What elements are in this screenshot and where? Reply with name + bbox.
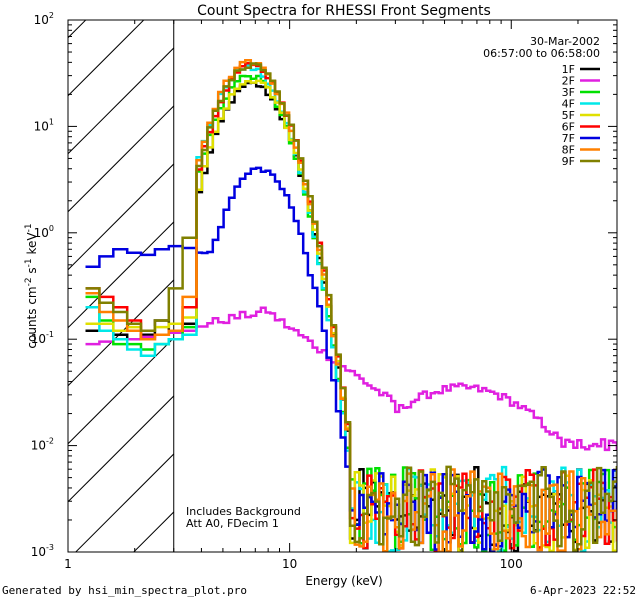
y-tick-label: 102 bbox=[34, 11, 54, 27]
legend-label-8F: 8F bbox=[562, 144, 575, 157]
hatch-line bbox=[68, 221, 174, 329]
hatch-line bbox=[133, 511, 174, 552]
x-axis-label: Energy (keV) bbox=[305, 574, 382, 588]
legend-label-2F: 2F bbox=[562, 75, 575, 88]
date-label: 30-Mar-2002 bbox=[530, 35, 600, 48]
hatch-line bbox=[68, 163, 174, 271]
y-axis-label: counts cm-2 s-1 keV-1 bbox=[24, 223, 39, 348]
y-label-part-1: counts cm bbox=[25, 286, 39, 348]
series-2F bbox=[85, 306, 617, 452]
series-9F bbox=[85, 62, 617, 552]
legend-label-3F: 3F bbox=[562, 86, 575, 99]
y-tick-label: 10-3 bbox=[31, 543, 54, 559]
x-tick-label: 1 bbox=[64, 557, 72, 571]
series-3F bbox=[85, 74, 617, 552]
hatched-region bbox=[68, 20, 175, 552]
y-label-exp-2: -1 bbox=[24, 258, 34, 267]
x-tick-label: 100 bbox=[500, 557, 523, 571]
legend-label-7F: 7F bbox=[562, 132, 575, 145]
legend-label-5F: 5F bbox=[562, 109, 575, 122]
hatch-line bbox=[68, 47, 174, 155]
y-label-exp-1: -2 bbox=[24, 277, 34, 286]
legend-label-4F: 4F bbox=[562, 98, 575, 111]
y-label-part-2: s bbox=[25, 267, 39, 277]
series-5F bbox=[85, 79, 617, 552]
hatch-line bbox=[68, 20, 87, 39]
x-tick-label: 10 bbox=[282, 557, 297, 571]
hatch-line bbox=[68, 20, 145, 97]
chart-title: Count Spectra for RHESSI Front Segments bbox=[197, 3, 491, 19]
annotation-attenuator: Att A0, FDecim 1 bbox=[186, 517, 279, 530]
y-label-part-3: keV bbox=[25, 232, 39, 259]
hatch-line bbox=[68, 395, 174, 503]
hatch-line bbox=[68, 337, 174, 445]
plot-frame bbox=[67, 19, 618, 553]
y-label-exp-3: -1 bbox=[24, 223, 34, 232]
y-tick-label: 101 bbox=[34, 117, 54, 133]
legend-label-1F: 1F bbox=[562, 63, 575, 76]
series-8F bbox=[85, 58, 617, 552]
footer-generated-by: Generated by hsi_min_spectra_plot.pro bbox=[2, 584, 248, 597]
hatch-line bbox=[68, 279, 174, 387]
y-tick-label: 100 bbox=[34, 224, 54, 240]
series-1F bbox=[85, 81, 617, 552]
time-range-label: 06:57:00 to 06:58:00 bbox=[483, 47, 600, 60]
legend-label-6F: 6F bbox=[562, 121, 575, 134]
y-tick-label: 10-1 bbox=[31, 330, 54, 346]
y-tick-label: 10-2 bbox=[31, 437, 54, 453]
hatch-line bbox=[68, 105, 174, 213]
annotation-background: Includes Background bbox=[186, 505, 301, 518]
legend-label-9F: 9F bbox=[562, 155, 575, 168]
series-6F bbox=[85, 61, 617, 552]
hatch-line bbox=[75, 453, 174, 552]
footer-timestamp: 6-Apr-2023 22:52 bbox=[530, 584, 636, 597]
